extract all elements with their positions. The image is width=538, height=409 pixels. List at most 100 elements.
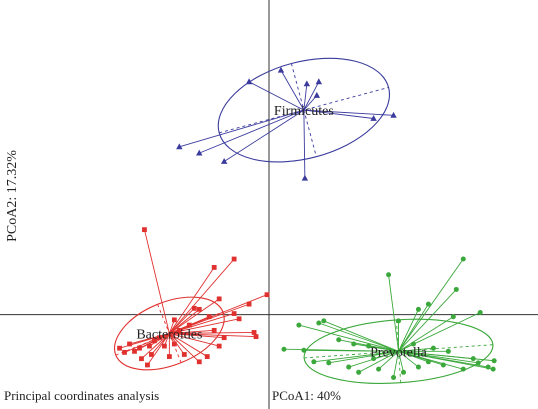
firmicutes-spoke: [223, 109, 305, 162]
firmicutes-spoke: [179, 109, 304, 148]
prevotella-point: [460, 256, 466, 262]
prevotella-point: [366, 343, 372, 349]
firmicutes-point: [301, 174, 309, 181]
bacteroides-point: [246, 301, 252, 307]
prevotella-point: [351, 341, 357, 347]
bacteroides-spoke: [169, 308, 195, 334]
prevotella-point: [460, 366, 466, 372]
bacteroides-point: [231, 256, 237, 262]
bacteroides-point: [145, 362, 150, 368]
prevotella-point: [281, 346, 287, 352]
prevotella-spoke: [398, 258, 464, 352]
firmicutes-point: [277, 66, 285, 73]
firmicutes-point: [315, 78, 323, 85]
prevotella-point: [356, 369, 362, 375]
prevotella-spoke: [378, 350, 399, 370]
prevotella-point: [491, 358, 497, 364]
bacteroides-spoke: [169, 309, 200, 334]
prevotella-point: [396, 318, 402, 324]
firmicutes-spoke: [303, 110, 306, 179]
firmicutes-spoke: [303, 83, 308, 111]
bacteroides-point: [176, 327, 182, 333]
prevotella-point: [453, 286, 459, 292]
prevotella-group: Prevotella: [281, 256, 497, 384]
bacteroides-point: [117, 345, 122, 351]
bacteroides-spoke: [147, 333, 170, 366]
bacteroides-point: [211, 265, 217, 270]
bacteroides-point: [149, 352, 154, 357]
x-axis-label: PCoA1: 40%: [272, 388, 341, 403]
bacteroides-point: [236, 316, 242, 322]
bacteroides-spoke: [124, 333, 170, 353]
bacteroides-point: [122, 349, 127, 355]
prevotella-point: [450, 314, 456, 320]
prevotella-point: [430, 345, 436, 351]
bacteroides-spoke: [169, 333, 225, 339]
bacteroides-point: [251, 330, 257, 335]
bacteroides-label: Bacteroides: [136, 327, 202, 342]
bacteroides-spoke: [169, 333, 257, 338]
prevotella-point: [386, 272, 392, 278]
prevotella-major-axis: [304, 344, 493, 359]
firmicutes-point: [245, 78, 253, 85]
bacteroides-point: [127, 341, 132, 347]
prevotella-point: [301, 347, 307, 353]
prevotella-point: [410, 341, 416, 347]
bacteroides-point: [196, 359, 202, 365]
firmicutes-point: [196, 149, 203, 156]
bacteroides-point: [161, 343, 167, 349]
firmicutes-point: [313, 91, 321, 98]
prevotella-point: [475, 360, 481, 366]
prevotella-label: Prevotella: [370, 345, 428, 360]
bacteroides-point: [204, 354, 210, 359]
y-axis-label: PCoA2: 17.32%: [5, 150, 20, 242]
bacteroides-point: [147, 343, 152, 349]
prevotella-point: [296, 322, 302, 328]
bacteroides-point: [216, 343, 222, 349]
bacteroides-spoke: [141, 333, 170, 359]
prevotella-point: [445, 348, 451, 354]
bacteroides-point: [139, 356, 144, 362]
bacteroides-point: [196, 306, 202, 312]
prevotella-spoke: [298, 324, 399, 352]
bacteroides-point: [166, 354, 172, 359]
bacteroides-point: [132, 348, 137, 354]
prevotella-spoke: [398, 289, 457, 352]
firmicutes-point: [303, 80, 311, 87]
prevotella-spoke: [398, 303, 429, 352]
prevotella-spoke: [398, 309, 419, 352]
prevotella-spoke: [398, 351, 404, 373]
bacteroides-spoke: [169, 333, 185, 355]
prevotella-spoke: [368, 345, 399, 352]
bacteroides-point: [171, 341, 177, 347]
firmicutes-point: [370, 115, 377, 121]
bacteroides-point: [211, 327, 217, 333]
bacteroides-spoke: [169, 258, 235, 334]
prevotella-spoke: [318, 322, 399, 352]
bacteroides-point: [181, 352, 187, 357]
prevotella-spoke: [398, 343, 414, 352]
prevotella-point: [391, 375, 397, 381]
prevotella-spoke: [398, 350, 494, 370]
prevotella-point: [470, 356, 476, 362]
prevotella-point: [490, 366, 496, 372]
bacteroides-spoke: [134, 333, 170, 352]
prevotella-spoke: [303, 349, 399, 352]
prevotella-point: [415, 306, 421, 312]
firmicutes-point: [220, 158, 228, 164]
bacteroides-group: Bacteroides: [113, 227, 270, 371]
bacteroides-spoke: [119, 333, 170, 349]
bacteroides-point: [137, 345, 142, 351]
firmicutes-spoke: [303, 109, 374, 119]
prevotella-spoke: [388, 274, 399, 352]
prevotella-point: [425, 301, 431, 307]
bacteroides-point: [221, 335, 227, 341]
prevotella-spoke: [328, 350, 399, 364]
bacteroides-spoke: [169, 298, 220, 334]
firmicutes-group: Firmicutes: [176, 57, 397, 181]
prevotella-point: [401, 369, 406, 375]
prevotella-point: [346, 364, 352, 370]
prevotella-point: [415, 364, 421, 370]
firmicutes-spoke: [303, 109, 394, 116]
